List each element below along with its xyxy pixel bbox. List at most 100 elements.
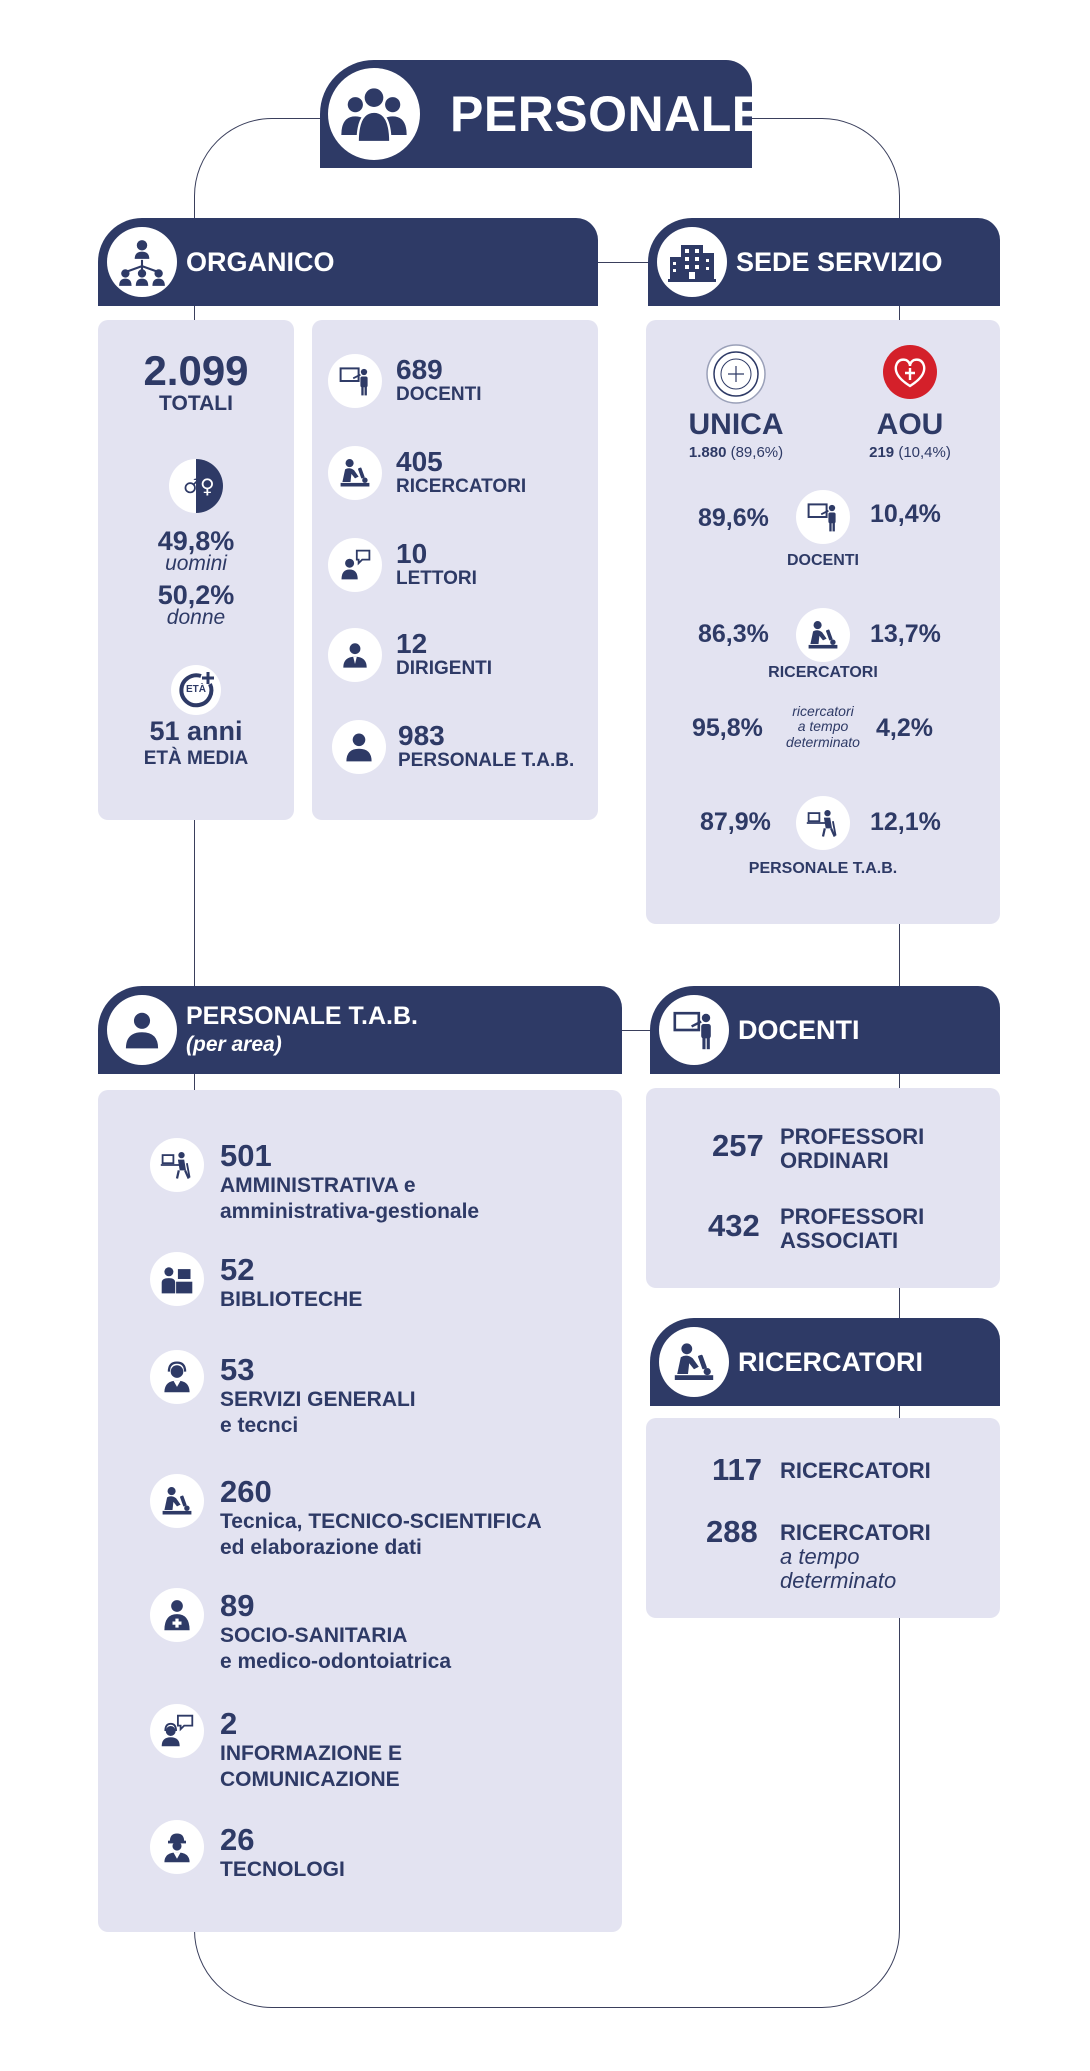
- unica-pct: (89,6%): [730, 444, 784, 461]
- sede-tab-aou-pct: 12,1%: [870, 808, 941, 836]
- organico-title: ORGANICO: [186, 247, 335, 277]
- sede-header: SEDE SERVIZIO: [648, 218, 1000, 306]
- donne-label: donne: [166, 606, 226, 629]
- sede-ricercatori-label: RICERCATORI: [768, 664, 878, 681]
- main-title: PERSONALE: [450, 86, 766, 142]
- aou-name: AOU: [876, 408, 944, 441]
- tab-area-label-line2: COMUNICAZIONE: [220, 1768, 400, 1791]
- person-icon: [107, 995, 177, 1065]
- person-icon: [332, 720, 386, 774]
- researcher-icon: [796, 608, 850, 662]
- unica-count-line: 1.880 (89,6%): [656, 444, 816, 461]
- category-label: DOCENTI: [396, 384, 482, 405]
- tab-area-label-line1: INFORMAZIONE E: [220, 1742, 402, 1765]
- tab-title-block: PERSONALE T.A.B. (per area): [186, 1002, 418, 1090]
- category-value: 983: [398, 720, 445, 751]
- tab-subtitle: (per area): [186, 1033, 282, 1056]
- sede-ricercatori-unica-pct: 86,3%: [698, 620, 769, 648]
- tab-area-value: 52: [220, 1252, 255, 1287]
- desk-worker-icon: [150, 1138, 204, 1192]
- sede-rtd-label-line2: a tempo: [797, 718, 849, 735]
- category-value: 10: [396, 538, 428, 569]
- tab-area-label-line2: e tecnci: [220, 1414, 299, 1437]
- sede-ricercatori-aou-pct: 13,7%: [870, 620, 941, 648]
- organico-header: ORGANICO: [98, 218, 598, 306]
- age-badge-text: ETÀ: [186, 684, 206, 695]
- tab-title: PERSONALE T.A.B.: [186, 1002, 418, 1030]
- tab-area-value: 260: [220, 1474, 272, 1509]
- docenti-label-line2: ORDINARI: [780, 1148, 889, 1173]
- organico-summary-panel: 2.099 TOTALI ♂ ♀ 49,8% uomini 50,2% donn…: [98, 320, 294, 820]
- aou-pct: (10,4%): [898, 444, 951, 461]
- tab-area-value: 53: [220, 1352, 255, 1387]
- gender-icon: ♂ ♀: [168, 458, 224, 514]
- tab-area-label-line2: e medico-odontoiatrica: [220, 1650, 452, 1673]
- svg-text:♂: ♂: [183, 474, 201, 498]
- aou-logo-icon: [882, 344, 938, 400]
- age-icon: [170, 664, 222, 716]
- manager-icon: [328, 628, 382, 682]
- totali-value: 2.099: [143, 347, 249, 394]
- tab-area-label-line1: SERVIZI GENERALI: [220, 1388, 416, 1411]
- tab-area-label-line1: TECNOLOGI: [220, 1858, 345, 1881]
- ricercatori-value: 117: [712, 1452, 763, 1487]
- researcher-icon: [659, 1327, 729, 1397]
- medical-icon: [150, 1588, 204, 1642]
- headset-icon: [150, 1350, 204, 1404]
- main-header: PERSONALE: [320, 60, 765, 168]
- connector-organico-sede: [598, 262, 648, 263]
- desk-worker-icon: [796, 796, 850, 850]
- unica-count: 1.880: [688, 444, 727, 461]
- tab-area-value: 2: [220, 1706, 238, 1741]
- tab-area-label-line1: Tecnica, TECNICO-SCIENTIFICA: [220, 1510, 542, 1533]
- totali-label: TOTALI: [159, 392, 233, 415]
- category-label: RICERCATORI: [396, 476, 527, 497]
- sede-rtd-unica-pct: 95,8%: [692, 714, 763, 742]
- sede-rtd-aou-pct: 4,2%: [876, 714, 933, 742]
- tab-area-value: 89: [220, 1588, 255, 1623]
- ricercatori-panel: 117 RICERCATORI 288 RICERCATORI a tempo …: [646, 1418, 1000, 1618]
- docenti-label-line2: ASSOCIATI: [780, 1228, 899, 1253]
- sede-panel: UNICA 1.880 (89,6%) AOU 219 (10,4%) 89,6…: [646, 320, 1000, 924]
- tab-area-label-line1: SOCIO-SANITARIA: [220, 1624, 408, 1647]
- sede-rtd-label-line3: determinato: [786, 733, 860, 750]
- aou-count: 219: [869, 444, 895, 461]
- tab-area-label-line1: BIBLIOTECHE: [220, 1288, 363, 1311]
- docenti-title: DOCENTI: [738, 1015, 860, 1045]
- ricercatori-label-line1: RICERCATORI: [780, 1458, 931, 1483]
- sede-docenti-aou-pct: 10,4%: [870, 500, 941, 528]
- sede-rtd-label: ricercatori a tempo determinato: [766, 703, 880, 750]
- category-value: 12: [396, 628, 428, 659]
- uomini-pct: 49,8%: [157, 526, 235, 556]
- ricercatori-title: RICERCATORI: [738, 1347, 924, 1377]
- eta-label: ETÀ MEDIA: [143, 748, 249, 769]
- org-chart-icon: [107, 227, 177, 297]
- docenti-value: 432: [708, 1208, 760, 1243]
- technician-icon: [150, 1820, 204, 1874]
- ricercatori-header: RICERCATORI: [650, 1318, 1000, 1406]
- building-icon: [657, 227, 727, 297]
- docenti-value: 257: [712, 1128, 764, 1163]
- ricercatori-value: 288: [706, 1514, 758, 1549]
- ricercatori-label-line1: RICERCATORI: [780, 1520, 931, 1545]
- category-label: LETTORI: [396, 568, 477, 589]
- unica-seal-icon: [706, 344, 766, 404]
- donne-pct: 50,2%: [157, 580, 235, 610]
- organico-categories-panel: 689 DOCENTI 405 RICERCATORI 10 LETTORI 1…: [312, 320, 598, 820]
- eta-value: 51 anni: [149, 716, 243, 746]
- ricercatori-label-line2: a tempo: [780, 1544, 860, 1569]
- category-label: PERSONALE T.A.B.: [398, 750, 575, 771]
- communication-icon: [150, 1704, 204, 1758]
- sede-docenti-label: DOCENTI: [787, 552, 859, 569]
- category-label: DIRIGENTI: [396, 658, 493, 679]
- tab-header: PERSONALE T.A.B. (per area): [98, 986, 622, 1074]
- sede-docenti-unica-pct: 89,6%: [698, 504, 769, 532]
- docenti-panel: 257 PROFESSORI ORDINARI 432 PROFESSORI A…: [646, 1088, 1000, 1288]
- lettori-icon: [328, 538, 382, 592]
- teacher-icon: [659, 995, 729, 1065]
- sede-rtd-label-line1: ricercatori: [792, 703, 854, 719]
- researcher-icon: [150, 1474, 204, 1528]
- docenti-header: DOCENTI: [650, 986, 1000, 1074]
- library-icon: [150, 1252, 204, 1306]
- group-icon: [328, 68, 420, 160]
